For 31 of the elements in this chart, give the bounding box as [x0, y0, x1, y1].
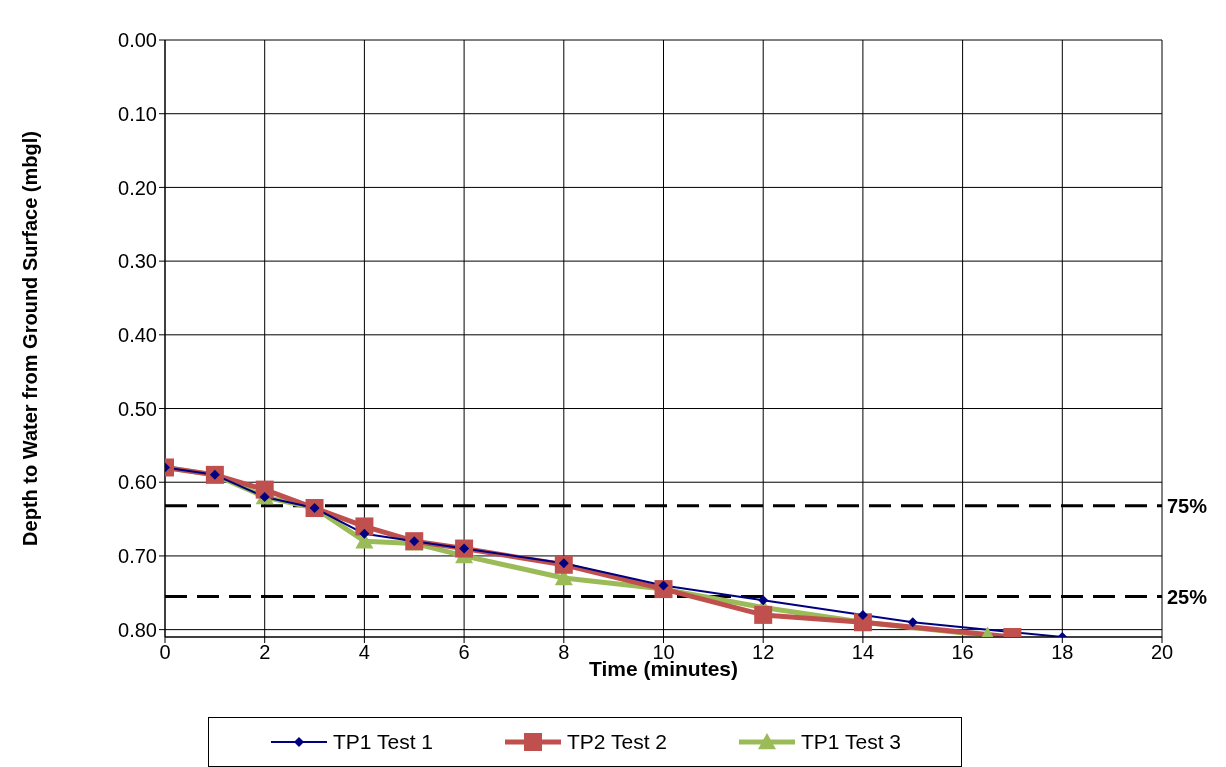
- x-tick-label: 18: [1051, 641, 1074, 664]
- x-tick-label: 6: [458, 641, 470, 664]
- y-tick-label: 0.00: [118, 29, 157, 52]
- x-tick-label: 12: [752, 641, 775, 664]
- x-tick-label: 8: [558, 641, 570, 664]
- point: [754, 605, 773, 624]
- y-tick-label: 0.30: [118, 250, 157, 273]
- y-axis-title: Depth to Water from Ground Surface (mbgl): [19, 131, 42, 546]
- x-tick-label: 4: [358, 641, 370, 664]
- y-tick-label: 0.80: [118, 618, 157, 641]
- y-tick-label: 0.40: [118, 323, 157, 346]
- x-tick-label: 14: [851, 641, 875, 664]
- y-tick-label: 0.60: [118, 471, 157, 494]
- point: [259, 491, 270, 502]
- y-tick-label: 0.50: [118, 397, 157, 420]
- point: [359, 528, 370, 539]
- x-tick-label: 20: [1150, 641, 1174, 664]
- point: [907, 617, 918, 628]
- x-tick-label: 2: [259, 641, 271, 664]
- y-tick-label: 0.10: [118, 102, 157, 125]
- legend-label: TP1 Test 3: [801, 730, 901, 754]
- point: [857, 609, 868, 620]
- legend-label: TP2 Test 2: [567, 730, 667, 754]
- y-tick-label: 0.70: [118, 545, 157, 568]
- legend-label: TP1 Test 1: [333, 730, 433, 754]
- x-tick-label: 0: [159, 641, 171, 664]
- x-tick-label: 16: [951, 641, 974, 664]
- annotation: 75%: [1167, 494, 1208, 517]
- point: [758, 595, 769, 606]
- y-tick-label: 0.20: [118, 176, 157, 199]
- annotation: 25%: [1167, 585, 1208, 608]
